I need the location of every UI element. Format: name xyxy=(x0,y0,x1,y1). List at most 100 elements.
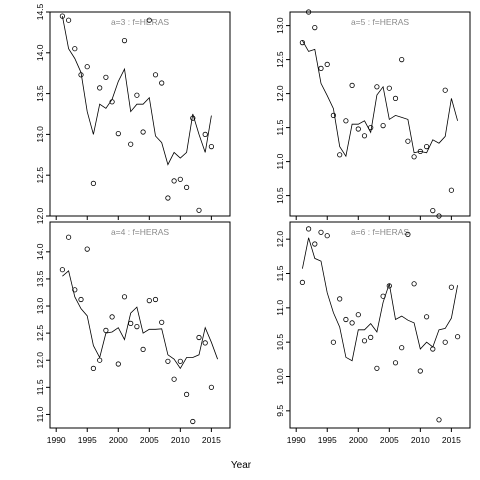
data-point xyxy=(72,287,78,293)
data-point xyxy=(436,213,442,219)
data-point xyxy=(442,339,448,345)
data-point xyxy=(146,297,152,304)
data-point xyxy=(84,246,90,252)
data-point xyxy=(448,187,454,193)
data-point xyxy=(165,358,171,364)
data-point xyxy=(368,334,374,340)
data-point xyxy=(436,417,442,423)
data-point xyxy=(343,316,349,323)
y-tick-label: 10.0 xyxy=(275,368,285,385)
y-tick-label: 14.5 xyxy=(35,3,45,20)
data-point xyxy=(78,72,84,78)
y-tick-label: 10.5 xyxy=(275,187,285,204)
data-point xyxy=(386,283,392,289)
data-point xyxy=(380,123,386,129)
data-point xyxy=(134,323,140,330)
data-point xyxy=(337,296,343,302)
y-tick-label: 10.5 xyxy=(275,334,285,351)
data-point xyxy=(84,64,90,70)
x-tick-label: 1995 xyxy=(318,435,337,445)
data-point xyxy=(454,334,461,340)
data-point xyxy=(140,346,146,352)
panel-frame xyxy=(49,11,231,217)
data-point xyxy=(128,141,134,147)
data-point xyxy=(305,9,312,15)
data-point xyxy=(423,144,430,150)
y-tick-label: 12.0 xyxy=(275,231,285,248)
data-point xyxy=(312,241,318,247)
data-point xyxy=(361,133,368,139)
data-point xyxy=(299,39,305,46)
data-point xyxy=(66,17,72,23)
y-tick-label: 13.5 xyxy=(35,85,45,102)
data-point xyxy=(196,207,202,213)
y-tick-label: 11.0 xyxy=(275,153,285,169)
data-point xyxy=(177,176,183,182)
data-point xyxy=(128,320,134,326)
data-point xyxy=(109,99,115,105)
fitted-line xyxy=(302,40,458,158)
data-point xyxy=(411,281,417,287)
x-tick-label: 1995 xyxy=(78,435,97,445)
data-point xyxy=(324,233,330,239)
data-point xyxy=(208,144,214,150)
data-point xyxy=(66,234,72,240)
data-point xyxy=(196,334,202,341)
fitted-line xyxy=(62,270,218,370)
data-point xyxy=(374,84,380,90)
data-point xyxy=(134,92,140,98)
data-point xyxy=(386,85,392,91)
y-tick-label: 9.5 xyxy=(275,405,285,417)
fitted-line xyxy=(62,16,212,166)
data-point xyxy=(330,339,336,345)
data-point xyxy=(202,340,208,346)
x-tick-label: 2015 xyxy=(442,435,461,445)
x-tick-label: 2010 xyxy=(171,435,190,445)
data-point xyxy=(411,154,417,160)
y-tick-label: 11.5 xyxy=(275,119,285,135)
y-tick-label: 11.0 xyxy=(35,406,45,422)
y-tick-label: 13.0 xyxy=(35,297,45,314)
y-tick-label: 13.0 xyxy=(275,17,285,34)
data-point xyxy=(109,314,115,320)
data-point xyxy=(152,72,159,78)
panel-label: a=5 : f=HERAS xyxy=(351,17,409,27)
data-point xyxy=(208,384,214,390)
data-point xyxy=(324,61,330,68)
data-point xyxy=(90,180,97,186)
data-point xyxy=(337,152,343,158)
data-point xyxy=(318,229,324,235)
data-point xyxy=(171,178,177,184)
data-point xyxy=(374,365,380,371)
data-point xyxy=(121,294,128,300)
x-tick-label: 2000 xyxy=(109,435,128,445)
x-tick-label: 2000 xyxy=(349,435,368,445)
panel-label: a=6 : f=HERAS xyxy=(351,227,409,237)
data-point xyxy=(115,361,121,367)
y-tick-label: 11.0 xyxy=(275,300,285,316)
data-point xyxy=(392,95,399,102)
data-point xyxy=(103,74,109,80)
panel-1: a=3 : f=HERAS 12.0 12.5 13.0 13.5 14.0 14.5 xyxy=(35,3,231,224)
data-point xyxy=(90,365,97,371)
data-point xyxy=(405,231,411,237)
data-point xyxy=(380,293,386,299)
x-tick-label: 2015 xyxy=(202,435,221,445)
panel-label: a=4 : f=HERAS xyxy=(111,227,169,237)
fitted-line xyxy=(302,237,458,362)
panel-frame xyxy=(289,221,471,429)
data-point xyxy=(103,327,109,333)
data-point xyxy=(312,24,318,31)
data-point xyxy=(72,46,78,52)
x-tick-label: 1990 xyxy=(287,435,306,445)
data-point xyxy=(165,195,171,201)
y-tick-label: 14.0 xyxy=(35,243,45,260)
data-point xyxy=(399,345,405,351)
panel-frame xyxy=(289,11,471,217)
data-point xyxy=(190,418,196,425)
data-point xyxy=(417,148,423,154)
data-point xyxy=(78,296,84,303)
data-point xyxy=(355,312,361,318)
data-point xyxy=(368,125,374,131)
